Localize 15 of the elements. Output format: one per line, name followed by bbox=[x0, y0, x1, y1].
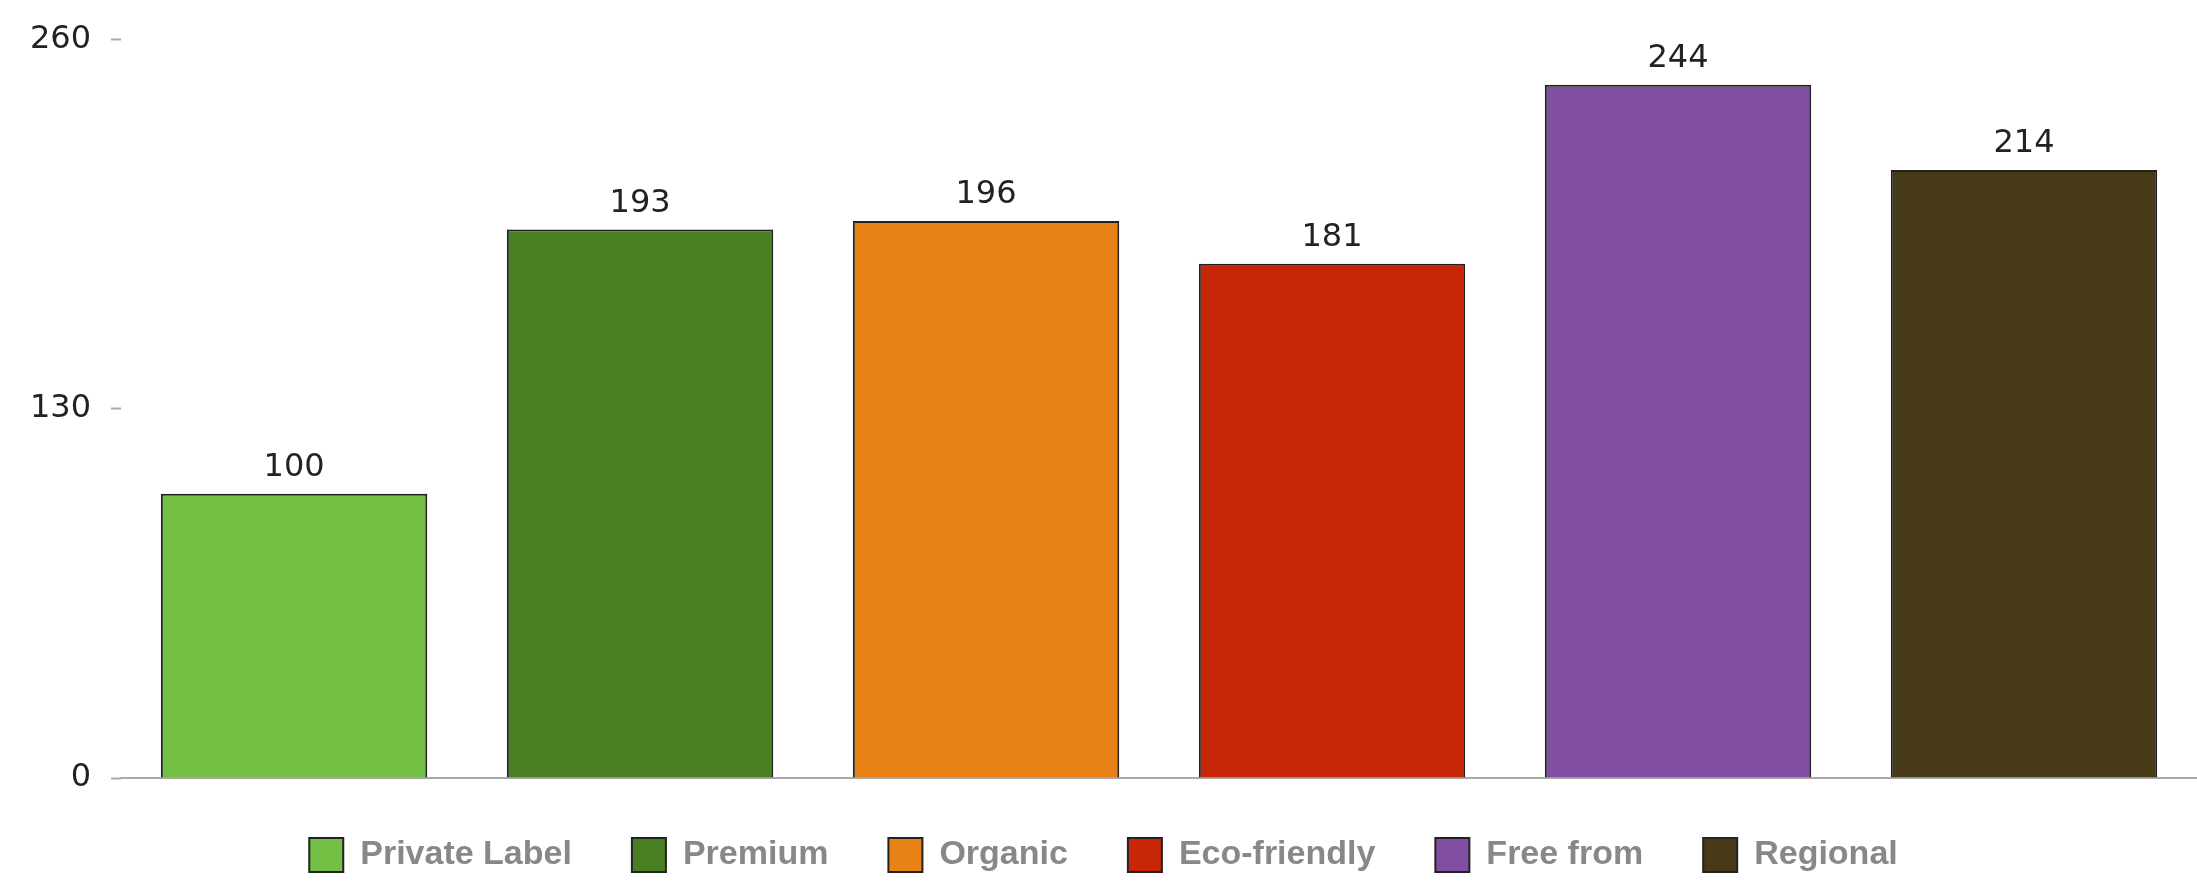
y-tick-label: 0 bbox=[70, 756, 92, 795]
data-label: 100 bbox=[263, 446, 325, 485]
data-label: 181 bbox=[1301, 215, 1363, 254]
data-label: 193 bbox=[609, 181, 671, 220]
legend-label: Eco-friendly bbox=[1178, 833, 1376, 872]
y-tick-label: 130 bbox=[30, 386, 92, 425]
data-label: 196 bbox=[955, 173, 1017, 212]
legend-label: Regional bbox=[1754, 833, 1898, 872]
legend-label: Free from bbox=[1486, 833, 1644, 872]
legend-label: Premium bbox=[682, 833, 829, 872]
legend-label: Private Label bbox=[360, 833, 572, 872]
y-tick-label: 260 bbox=[30, 17, 92, 56]
data-label: 214 bbox=[1993, 122, 2055, 161]
legend-label: Organic bbox=[939, 833, 1068, 872]
data-label: 244 bbox=[1647, 36, 1709, 75]
